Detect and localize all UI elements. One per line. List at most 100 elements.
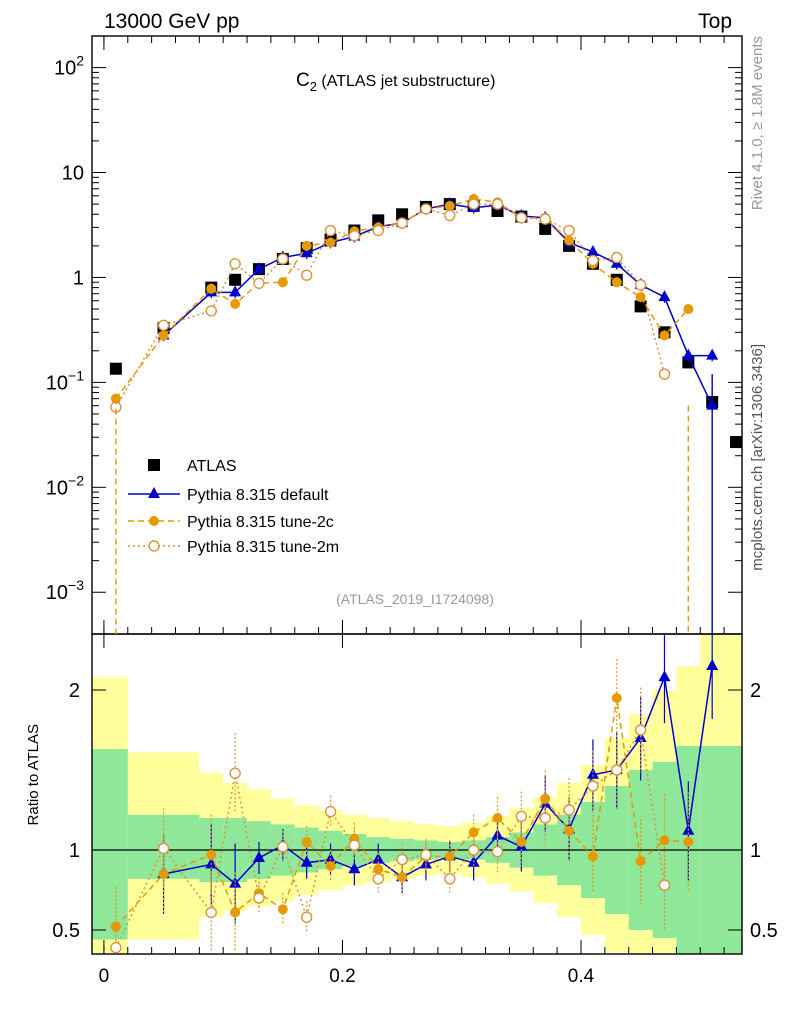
tune-2m-point xyxy=(372,224,384,237)
ratio-tune-2m-point xyxy=(348,839,361,851)
ratio-tune-2c-point xyxy=(516,837,527,847)
y-tick-label: 1 xyxy=(73,267,84,289)
tune-2m-point xyxy=(277,253,289,265)
atlas-point xyxy=(730,436,742,449)
atlas-point xyxy=(229,273,242,286)
ratio-tune-2c-point xyxy=(230,907,241,918)
ratio-tune-2m-point xyxy=(658,879,671,891)
ratio-tune-2c-point xyxy=(444,851,455,862)
legend-label-default: Pythia 8.315 default xyxy=(187,487,329,504)
tune-2c-point xyxy=(206,283,217,294)
ratio-tune-2m-point xyxy=(324,805,337,818)
ratio-tune-2m-point xyxy=(539,812,551,824)
default-point xyxy=(229,285,242,297)
ratio-default-point xyxy=(586,767,599,779)
ratio-tune-2c-point xyxy=(110,921,121,932)
ratio-tune-2c-point xyxy=(373,864,384,875)
legend-label-atlas: ATLAS xyxy=(187,458,237,475)
header-process-label: Top xyxy=(698,10,732,33)
analysis-label: (ATLAS_2019_I1724098) xyxy=(336,591,494,607)
ratio-tune-2m-point xyxy=(563,804,575,816)
tune-2c-point xyxy=(635,292,646,303)
ratio-tune-2c-point xyxy=(492,813,503,823)
tune-2c-point xyxy=(659,330,670,341)
ratio-default-point xyxy=(658,670,671,682)
tune-2m-point xyxy=(611,251,623,264)
legend-marker-tune-2c xyxy=(149,516,159,526)
ratio-y-tick-label-right: 1 xyxy=(750,840,761,862)
ratio-y-tick-label-right: 2 xyxy=(750,680,761,702)
tune-2c-point xyxy=(230,298,241,309)
tune-2m-point xyxy=(563,224,575,237)
ratio-tune-2m-point xyxy=(157,842,170,855)
x-tick-label: 0.2 xyxy=(329,966,355,987)
stat-band-bin xyxy=(115,749,128,940)
ratio-tune-2m-point xyxy=(420,849,432,861)
tune-2c-point xyxy=(444,200,455,211)
ratio-y-tick-label-right: 0.5 xyxy=(750,920,778,942)
ratio-tune-2m-point xyxy=(515,810,528,823)
ratio-tune-2m-point xyxy=(253,892,265,904)
y-tick-label-base: 10 xyxy=(54,58,76,80)
y-tick-label: 10−2 xyxy=(46,472,84,499)
ratio-y-tick-label: 0.5 xyxy=(52,920,80,942)
default-point xyxy=(252,262,265,274)
tune-2m-point xyxy=(300,269,313,281)
ratio-tune-2m-point xyxy=(587,780,599,792)
default-point xyxy=(586,244,599,256)
tune-2m-point xyxy=(587,254,599,267)
x-tick-label: 0.4 xyxy=(568,966,595,987)
rivet-version-label: Rivet 4.1.0, ≥ 1.8M events xyxy=(749,36,766,210)
ratio-tune-2m-point xyxy=(300,911,313,923)
y-tick-label: 10−1 xyxy=(46,367,84,394)
tune-2c-point xyxy=(325,237,336,248)
legend-label-tune-2m: Pythia 8.315 tune-2m xyxy=(187,539,339,556)
series-line-3 xyxy=(115,203,666,408)
tune-2c-point xyxy=(301,240,312,251)
default-point xyxy=(658,290,671,302)
legend-marker-default xyxy=(148,487,160,498)
tune-2c-point xyxy=(564,235,575,246)
ratio-panel-frame xyxy=(91,633,743,955)
default-point xyxy=(706,348,719,360)
y-tick-label-base: 10 xyxy=(62,163,84,185)
stat-band-bin xyxy=(187,814,200,879)
ratio-tune-2m-point xyxy=(277,841,289,853)
tune-2c-point xyxy=(611,277,622,288)
ratio-tune-2c-point xyxy=(397,872,408,883)
default-point xyxy=(300,246,313,258)
ratio-tune-2m-point xyxy=(634,724,647,736)
tune-2c-point xyxy=(683,304,694,315)
legend-marker-tune-2m xyxy=(148,540,160,552)
y-tick-label: 102 xyxy=(54,53,84,80)
tune-2m-point xyxy=(634,279,647,291)
tune-2m-point xyxy=(348,229,361,242)
ratio-default-point xyxy=(706,659,719,670)
tune-2m-point xyxy=(396,217,408,229)
y-tick-label-exponent: −3 xyxy=(68,577,84,593)
ratio-tune-2c-point xyxy=(206,849,217,860)
y-tick-label: 10−3 xyxy=(46,577,84,604)
tune-2m-point xyxy=(420,203,432,215)
y-tick-label-base: 1 xyxy=(73,267,84,289)
ratio-tune-2c-point xyxy=(635,856,646,867)
ratio-tune-2c-point xyxy=(277,904,288,915)
legend: ATLAS Pythia 8.315 default Pythia 8.315 … xyxy=(128,458,339,556)
ratio-tune-2c-point xyxy=(611,693,622,703)
ratio-tune-2m-point xyxy=(444,873,456,885)
tune-2m-point xyxy=(658,368,671,380)
tune-2m-point xyxy=(157,319,170,331)
ratio-tune-2m-point xyxy=(205,906,217,919)
tune-2m-point xyxy=(253,277,265,289)
tune-2c-point xyxy=(277,277,288,288)
ratio-panel-data xyxy=(110,634,719,954)
ratio-default-point xyxy=(252,851,265,862)
top-panel-data xyxy=(109,193,742,634)
source-label: mcplots.cern.ch [arXiv:1306.3436] xyxy=(749,344,766,571)
y-tick-label-base: 10 xyxy=(46,582,68,604)
ratio-tune-2m-point xyxy=(372,873,384,885)
ratio-y-axis-label: Ratio to ATLAS xyxy=(25,724,42,825)
legend-label-tune-2c: Pythia 8.315 tune-2c xyxy=(187,514,334,531)
